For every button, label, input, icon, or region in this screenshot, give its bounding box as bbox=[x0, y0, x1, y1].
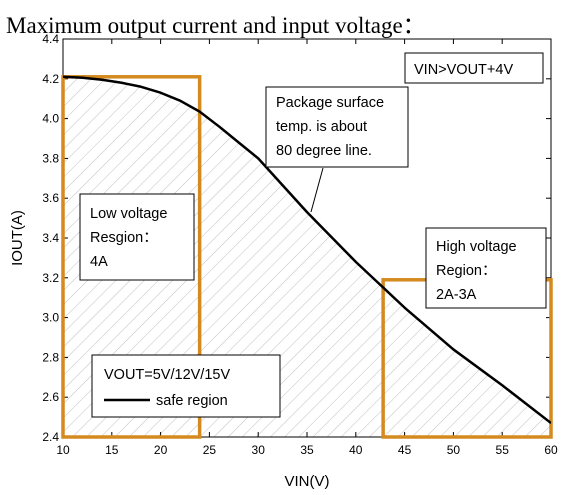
low-voltage-line-3: 4A bbox=[90, 254, 108, 270]
hatch-area bbox=[63, 76, 551, 437]
safe-region-line bbox=[63, 75, 551, 425]
x-tick-label: 15 bbox=[105, 443, 119, 457]
legend-box bbox=[91, 354, 281, 418]
high-voltage-line-1: High voltage bbox=[436, 239, 517, 255]
x-tick-label: 30 bbox=[252, 443, 266, 457]
y-axis-label: IOUT(A) bbox=[9, 210, 26, 266]
y-tick-label: 4.4 bbox=[42, 32, 59, 46]
y-tick-label: 3.6 bbox=[42, 191, 59, 205]
high-voltage-line-2: Region： bbox=[436, 263, 496, 279]
safe-area-hatch bbox=[63, 76, 551, 437]
y-tick-label: 4.0 bbox=[42, 112, 59, 126]
x-tick-label: 45 bbox=[398, 443, 412, 457]
x-axis-label: VIN(V) bbox=[285, 473, 330, 490]
callout-line bbox=[310, 167, 324, 213]
x-tick-label: 40 bbox=[349, 443, 363, 457]
x-tick-label: 35 bbox=[300, 443, 314, 457]
package-callout-box bbox=[265, 86, 409, 168]
x-tick-label: 10 bbox=[56, 443, 70, 457]
package-text-line-3: 80 degree line. bbox=[276, 143, 372, 159]
x-tick-label: 55 bbox=[496, 443, 510, 457]
y-tick-label: 3.8 bbox=[42, 151, 59, 165]
condition-text: VIN>VOUT+4V bbox=[414, 62, 513, 78]
low-voltage-line-1: Low voltage bbox=[90, 206, 167, 222]
y-tick-label: 3.4 bbox=[42, 231, 59, 245]
legend-title: VOUT=5V/12V/15V bbox=[104, 367, 230, 383]
x-tick-label: 60 bbox=[544, 443, 558, 457]
high-voltage-line-3: 2A-3A bbox=[436, 287, 477, 303]
y-tick-label: 4.2 bbox=[42, 72, 59, 86]
chart-title: Maximum output current and input voltage… bbox=[6, 13, 426, 38]
low-voltage-line-2: Resgion： bbox=[90, 230, 158, 246]
y-tick-label: 2.8 bbox=[42, 350, 59, 364]
y-tick-label: 2.4 bbox=[42, 430, 59, 444]
high-voltage-box bbox=[425, 227, 547, 309]
package-text-line-2: temp. is about bbox=[276, 119, 367, 135]
y-tick-label: 2.6 bbox=[42, 390, 59, 404]
y-tick-label: 3.0 bbox=[42, 311, 59, 325]
condition-box bbox=[404, 52, 544, 84]
package-text-line-1: Package surface bbox=[276, 95, 384, 111]
low-voltage-region bbox=[61, 75, 202, 439]
y-tick-label: 3.2 bbox=[42, 271, 59, 285]
x-tick-label: 25 bbox=[203, 443, 217, 457]
low-voltage-box bbox=[79, 193, 195, 281]
legend-entry: safe region bbox=[156, 393, 228, 409]
x-tick-label: 50 bbox=[447, 443, 461, 457]
x-tick-label: 20 bbox=[154, 443, 168, 457]
